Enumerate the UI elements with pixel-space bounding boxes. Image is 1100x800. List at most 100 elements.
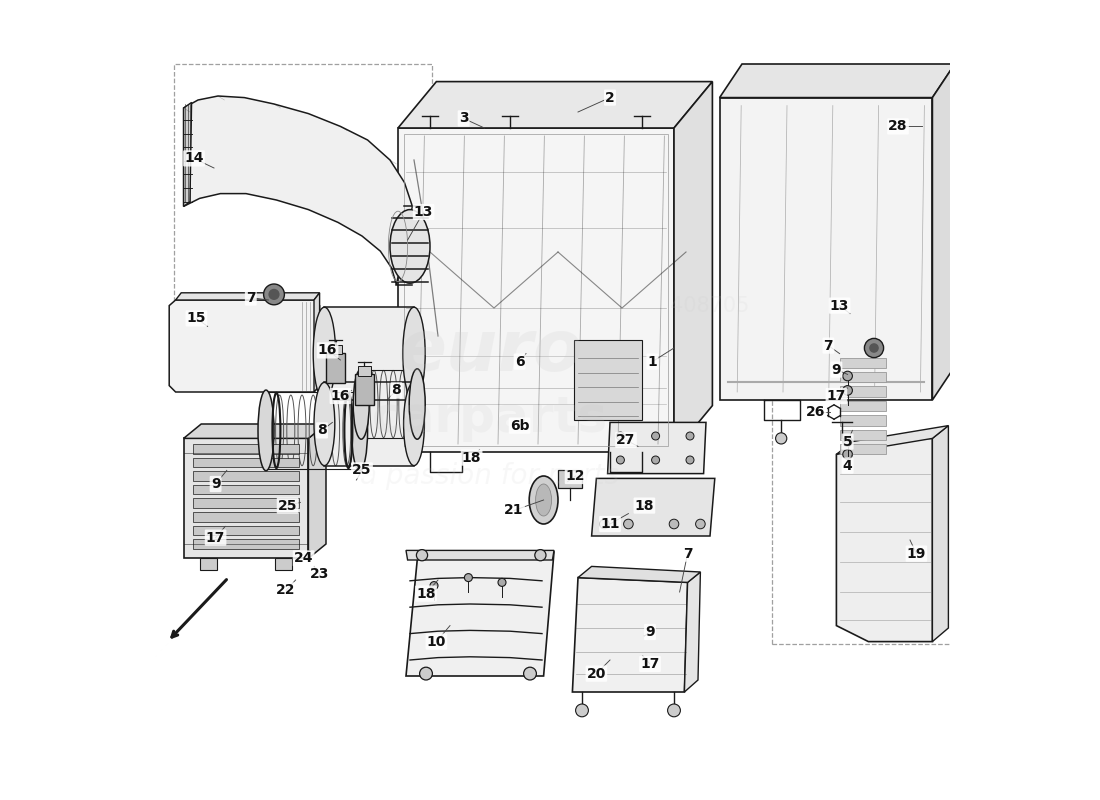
Text: 3: 3 [459, 111, 469, 126]
Text: 6: 6 [515, 354, 525, 369]
Text: 17: 17 [640, 657, 660, 671]
Text: 19: 19 [906, 546, 926, 561]
Bar [326, 353, 345, 383]
Text: 10: 10 [427, 634, 447, 649]
Text: 2: 2 [605, 90, 615, 105]
Ellipse shape [776, 433, 786, 444]
Ellipse shape [258, 390, 274, 470]
Ellipse shape [695, 519, 705, 529]
Polygon shape [314, 293, 320, 392]
Text: 9: 9 [832, 362, 842, 377]
Text: 12: 12 [565, 469, 585, 483]
Ellipse shape [843, 386, 852, 395]
Polygon shape [184, 96, 412, 285]
Ellipse shape [524, 667, 537, 680]
Ellipse shape [536, 484, 551, 516]
Text: 24: 24 [294, 551, 313, 566]
Ellipse shape [314, 307, 336, 400]
Polygon shape [592, 478, 715, 536]
Polygon shape [719, 98, 933, 400]
Bar [405, 134, 668, 446]
Text: carparts: carparts [372, 394, 608, 442]
Ellipse shape [404, 382, 425, 466]
Ellipse shape [651, 456, 660, 464]
Text: a passion for parts: a passion for parts [361, 462, 619, 490]
Ellipse shape [624, 519, 634, 529]
Text: 18: 18 [635, 498, 654, 513]
Bar [194, 485, 299, 494]
Text: 18: 18 [416, 586, 436, 601]
Ellipse shape [616, 456, 625, 464]
Ellipse shape [843, 437, 852, 446]
Ellipse shape [268, 289, 279, 300]
Text: 7: 7 [824, 338, 833, 353]
Polygon shape [607, 422, 706, 474]
Polygon shape [184, 424, 326, 438]
Ellipse shape [430, 582, 438, 590]
Text: 11: 11 [601, 517, 619, 531]
Text: 16: 16 [331, 389, 350, 403]
Polygon shape [176, 293, 320, 300]
Bar [324, 307, 414, 400]
Bar [194, 539, 299, 549]
Bar [194, 512, 299, 522]
Text: 15: 15 [187, 311, 206, 326]
Ellipse shape [668, 704, 681, 717]
Polygon shape [406, 550, 554, 560]
Text: 16: 16 [318, 343, 338, 358]
Ellipse shape [686, 432, 694, 440]
Ellipse shape [869, 343, 879, 353]
Polygon shape [836, 426, 948, 454]
Polygon shape [719, 64, 955, 98]
Text: 22: 22 [276, 583, 296, 598]
Text: 7: 7 [246, 290, 255, 305]
Ellipse shape [498, 578, 506, 586]
Polygon shape [184, 438, 308, 558]
Ellipse shape [464, 574, 472, 582]
Ellipse shape [353, 369, 370, 439]
Text: 1: 1 [648, 354, 658, 369]
Ellipse shape [843, 450, 852, 459]
Text: 13: 13 [829, 298, 849, 313]
Text: 408705: 408705 [670, 296, 750, 315]
Bar [839, 415, 886, 426]
Polygon shape [308, 424, 326, 558]
Ellipse shape [409, 369, 426, 439]
Ellipse shape [264, 284, 285, 305]
Text: 17: 17 [827, 389, 846, 403]
Bar [194, 498, 299, 508]
Bar [558, 470, 582, 488]
Text: 8: 8 [317, 423, 327, 438]
Text: 23: 23 [310, 567, 329, 582]
Ellipse shape [535, 550, 546, 561]
Polygon shape [578, 566, 701, 582]
Bar [358, 366, 371, 376]
Ellipse shape [600, 519, 609, 529]
Bar [275, 558, 293, 570]
Polygon shape [674, 82, 713, 452]
Polygon shape [572, 578, 688, 692]
Ellipse shape [616, 432, 625, 440]
Text: 26: 26 [806, 405, 825, 419]
Text: 20: 20 [586, 666, 606, 681]
Ellipse shape [843, 371, 852, 381]
Text: 8: 8 [392, 383, 402, 398]
Bar [839, 386, 886, 397]
Bar [839, 444, 886, 454]
Polygon shape [933, 64, 955, 400]
Ellipse shape [865, 338, 883, 358]
Ellipse shape [669, 519, 679, 529]
Text: 7: 7 [683, 546, 692, 561]
Text: 25: 25 [278, 498, 297, 513]
Ellipse shape [419, 667, 432, 680]
Text: 6b: 6b [510, 418, 529, 433]
Text: 25: 25 [352, 463, 372, 478]
Text: 27: 27 [616, 433, 636, 447]
Ellipse shape [403, 307, 426, 400]
Text: 14: 14 [185, 151, 204, 166]
Bar [839, 401, 886, 411]
Bar [355, 374, 374, 405]
Bar [574, 340, 642, 420]
Ellipse shape [314, 382, 334, 466]
Ellipse shape [651, 432, 660, 440]
